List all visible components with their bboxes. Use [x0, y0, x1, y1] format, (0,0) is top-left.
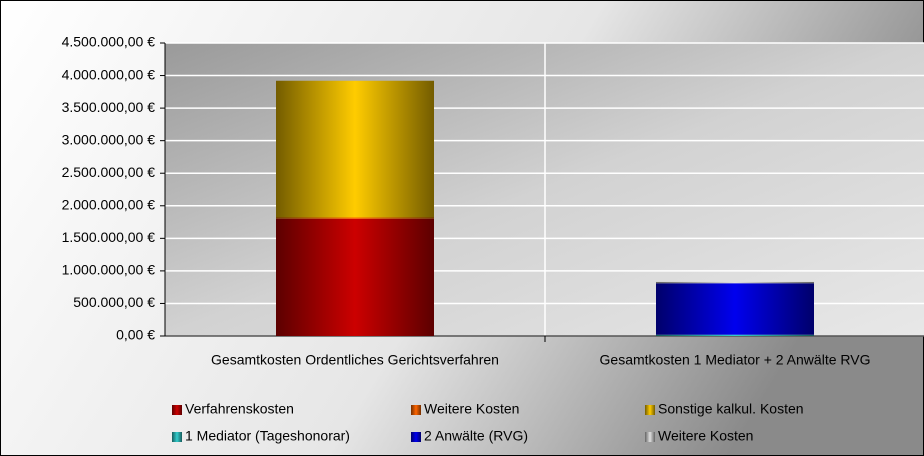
- y-tick-label: 2.500.000,00 €: [62, 164, 156, 180]
- legend-swatch: [645, 405, 655, 415]
- y-tick-label: 3.000.000,00 €: [62, 131, 156, 147]
- legend-swatch: [411, 405, 421, 415]
- y-tick-label: 1.000.000,00 €: [62, 262, 156, 278]
- legend-swatch: [411, 432, 421, 442]
- y-tick-label: 1.500.000,00 €: [62, 229, 156, 245]
- legend-swatch: [172, 405, 182, 415]
- legend-label: 1 Mediator (Tageshonorar): [185, 428, 350, 444]
- y-tick-label: 4.000.000,00 €: [62, 66, 156, 82]
- bar-segment: [656, 281, 814, 284]
- y-tick-label: 2.000.000,00 €: [62, 196, 156, 212]
- legend-label: Sonstige kalkul. Kosten: [658, 401, 804, 417]
- legend-label: 2 Anwälte (RVG): [424, 428, 528, 444]
- legend-label: Weitere Kosten: [424, 401, 519, 417]
- x-tick-label: Gesamtkosten Ordentliches Gerichtsverfah…: [211, 352, 499, 368]
- bar-segment: [656, 283, 814, 335]
- y-tick-label: 0,00 €: [116, 327, 155, 343]
- legend-label: Weitere Kosten: [658, 428, 753, 444]
- legend-label: Verfahrenskosten: [185, 401, 294, 417]
- legend-swatch: [645, 432, 655, 442]
- y-tick-label: 3.500.000,00 €: [62, 99, 156, 115]
- bar-segment: [276, 80, 434, 218]
- legend-swatch: [172, 432, 182, 442]
- bar-segment: [656, 334, 814, 336]
- y-tick-label: 4.500.000,00 €: [62, 34, 156, 50]
- y-tick-label: 500.000,00 €: [73, 294, 155, 310]
- x-tick-label: Gesamtkosten 1 Mediator + 2 Anwälte RVG: [600, 352, 871, 368]
- bar-segment: [276, 217, 434, 219]
- bar-segment: [276, 218, 434, 336]
